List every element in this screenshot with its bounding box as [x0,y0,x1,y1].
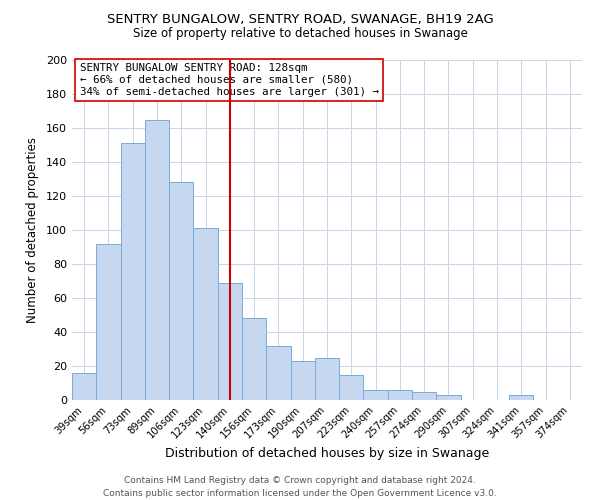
Text: SENTRY BUNGALOW, SENTRY ROAD, SWANAGE, BH19 2AG: SENTRY BUNGALOW, SENTRY ROAD, SWANAGE, B… [107,12,493,26]
Bar [193,228,218,400]
Y-axis label: Number of detached properties: Number of detached properties [26,137,39,323]
Bar [412,392,436,400]
Bar [290,361,315,400]
Bar [169,182,193,400]
Text: SENTRY BUNGALOW SENTRY ROAD: 128sqm
← 66% of detached houses are smaller (580)
3: SENTRY BUNGALOW SENTRY ROAD: 128sqm ← 66… [80,64,379,96]
Bar [72,373,96,400]
Bar [436,395,461,400]
Bar [364,390,388,400]
Text: Size of property relative to detached houses in Swanage: Size of property relative to detached ho… [133,28,467,40]
Bar [121,144,145,400]
Bar [509,395,533,400]
X-axis label: Distribution of detached houses by size in Swanage: Distribution of detached houses by size … [165,448,489,460]
Text: Contains HM Land Registry data © Crown copyright and database right 2024.
Contai: Contains HM Land Registry data © Crown c… [103,476,497,498]
Bar [218,282,242,400]
Bar [145,120,169,400]
Bar [242,318,266,400]
Bar [266,346,290,400]
Bar [96,244,121,400]
Bar [388,390,412,400]
Bar [339,374,364,400]
Bar [315,358,339,400]
